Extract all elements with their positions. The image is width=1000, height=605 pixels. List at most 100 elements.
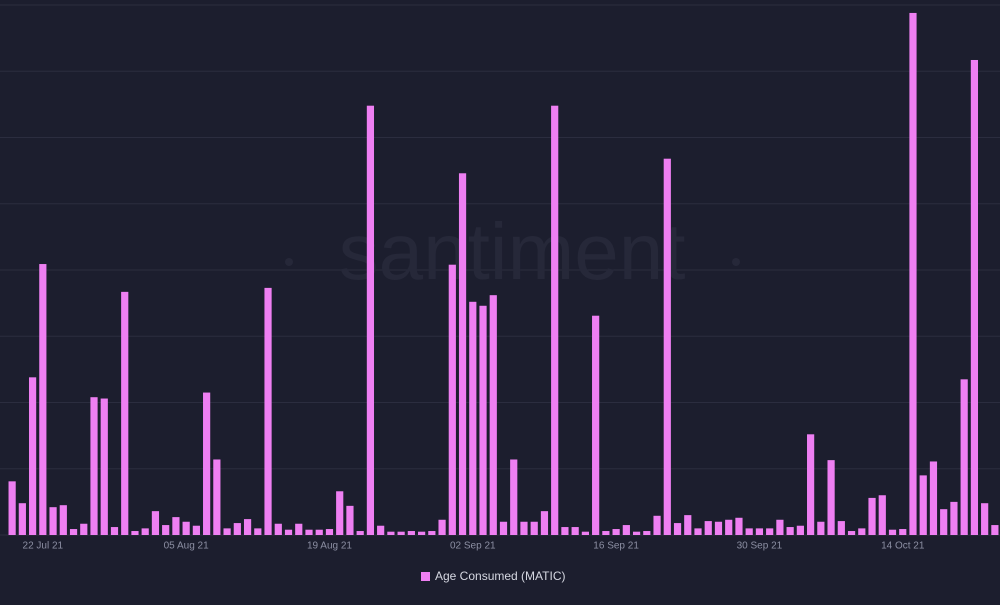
bar xyxy=(325,529,334,535)
bar xyxy=(858,528,866,535)
bar xyxy=(162,525,170,535)
watermark-dot xyxy=(285,258,293,266)
bar xyxy=(571,527,579,535)
bar xyxy=(663,158,671,535)
bar xyxy=(59,505,67,535)
bar xyxy=(28,377,37,535)
bar xyxy=(80,523,88,535)
bar xyxy=(469,301,477,535)
bar xyxy=(694,528,702,535)
bar xyxy=(182,521,190,535)
bar xyxy=(264,287,272,535)
bar xyxy=(561,527,569,535)
bar xyxy=(346,505,354,535)
bar xyxy=(8,481,16,535)
bar xyxy=(407,531,415,535)
x-tick-label: 02 Sep 21 xyxy=(450,541,496,552)
x-tick-label: 22 Jul 21 xyxy=(23,541,64,552)
bar xyxy=(366,105,375,535)
bar xyxy=(284,529,293,535)
bar xyxy=(837,521,845,535)
bar xyxy=(172,517,180,535)
bar xyxy=(18,503,26,535)
bar xyxy=(458,173,467,535)
bar xyxy=(766,528,774,535)
bar xyxy=(254,528,262,535)
bar xyxy=(735,517,743,535)
bar xyxy=(69,529,78,535)
bar xyxy=(151,511,160,535)
bar xyxy=(438,519,446,535)
bar xyxy=(387,531,395,535)
bar xyxy=(960,379,968,535)
bar xyxy=(131,531,139,535)
bar xyxy=(90,397,98,535)
bar xyxy=(786,527,794,535)
bar xyxy=(704,521,712,535)
bar xyxy=(807,434,815,535)
bar xyxy=(581,531,589,535)
watermark-dot xyxy=(732,258,740,266)
bar xyxy=(305,529,313,535)
bar xyxy=(714,521,723,535)
bar xyxy=(243,519,252,535)
bar xyxy=(919,475,927,535)
bar xyxy=(315,529,323,535)
bar xyxy=(110,527,119,535)
x-tick-label: 19 Aug 21 xyxy=(307,541,352,552)
bar xyxy=(274,523,282,535)
bar xyxy=(602,531,610,535)
bar xyxy=(121,291,129,535)
bar xyxy=(141,528,149,535)
bar xyxy=(499,521,508,535)
bar xyxy=(356,531,364,535)
bar xyxy=(540,511,549,535)
bar xyxy=(223,528,231,535)
watermark: santiment xyxy=(339,207,686,296)
bar xyxy=(397,531,405,535)
bar xyxy=(428,531,436,535)
bar xyxy=(510,459,518,535)
bar xyxy=(847,531,856,535)
bar xyxy=(899,529,907,535)
bar xyxy=(39,264,47,535)
bar xyxy=(632,531,641,535)
bar xyxy=(909,12,917,535)
bar xyxy=(940,509,948,535)
bar xyxy=(213,459,221,535)
bar xyxy=(592,315,600,535)
bar xyxy=(489,295,497,535)
bar xyxy=(479,305,487,535)
bar xyxy=(100,398,108,535)
bar xyxy=(551,105,559,535)
bar xyxy=(745,528,753,535)
bar xyxy=(448,264,456,535)
bar xyxy=(817,521,825,535)
bar xyxy=(377,525,385,535)
bar xyxy=(888,529,897,535)
x-tick-label: 05 Aug 21 xyxy=(164,541,209,552)
bar xyxy=(612,529,620,535)
bar xyxy=(827,460,835,535)
bar xyxy=(203,392,211,535)
bar xyxy=(868,497,876,535)
bar xyxy=(643,531,651,535)
bar xyxy=(530,521,538,535)
legend-label: Age Consumed (MATIC) xyxy=(435,569,565,583)
bar xyxy=(622,525,630,535)
bar xyxy=(970,59,979,536)
x-tick-label: 14 Oct 21 xyxy=(881,541,925,552)
bar xyxy=(776,519,784,535)
bar xyxy=(295,523,303,535)
x-tick-label: 30 Sep 21 xyxy=(737,541,783,552)
bar xyxy=(684,515,692,535)
bar xyxy=(233,523,241,535)
bar xyxy=(981,503,989,535)
bar xyxy=(878,495,886,535)
legend-swatch xyxy=(421,572,430,581)
bar xyxy=(520,521,528,535)
bar xyxy=(950,501,958,535)
bar xyxy=(991,525,999,535)
